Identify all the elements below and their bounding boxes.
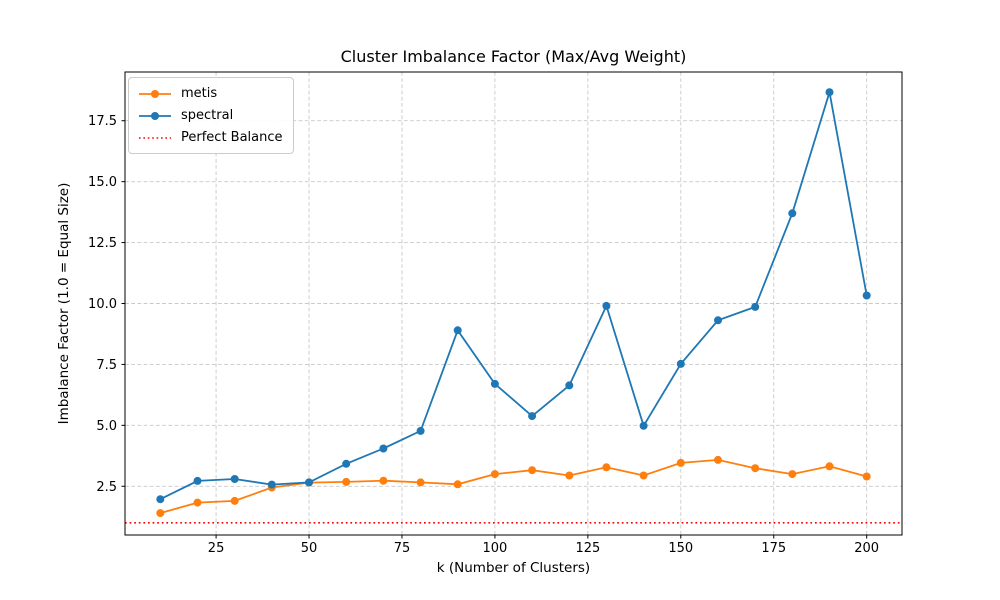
- tick-marks: [121, 120, 868, 539]
- data-point-metis: [751, 464, 760, 473]
- x-tick-labels: 25 50 75 100 125 150 175 200: [208, 541, 879, 556]
- data-point-spectral: [676, 359, 685, 368]
- y-tick-label: 15.0: [88, 175, 117, 190]
- y-tick-label: 10.0: [88, 297, 117, 312]
- spectral-line-marker-icon: [139, 111, 171, 120]
- data-point-spectral: [453, 326, 462, 335]
- x-tick-label: 100: [482, 541, 507, 556]
- data-point-metis: [862, 472, 871, 481]
- data-point-spectral: [342, 459, 351, 468]
- y-tick-label: 17.5: [88, 114, 117, 129]
- data-point-metis: [639, 471, 648, 480]
- legend: metis spectral Perfect Balance: [128, 77, 294, 154]
- data-point-spectral: [862, 291, 871, 300]
- data-point-spectral: [267, 480, 276, 489]
- y-tick-label: 7.5: [96, 358, 117, 373]
- data-point-metis: [490, 470, 499, 479]
- data-point-spectral: [416, 426, 425, 435]
- data-point-spectral: [193, 476, 202, 485]
- data-point-metis: [453, 480, 462, 489]
- legend-item-perfect-balance: Perfect Balance: [137, 127, 283, 148]
- x-tick-label: 25: [208, 541, 225, 556]
- data-point-metis: [528, 466, 537, 475]
- data-point-spectral: [565, 381, 574, 390]
- data-point-spectral: [788, 209, 797, 218]
- x-tick-label: 175: [761, 541, 786, 556]
- y-tick-labels: 2.5 5.0 7.5 10.0 12.5 15.0 17.5: [88, 114, 117, 495]
- data-point-metis: [230, 496, 239, 505]
- data-point-metis: [416, 478, 425, 487]
- y-tick-label: 2.5: [96, 480, 117, 495]
- series-metis: [156, 455, 871, 518]
- legend-item-spectral: spectral: [137, 105, 283, 126]
- y-axis-label: Imbalance Factor (1.0 = Equal Size): [56, 183, 72, 425]
- x-tick-label: 125: [575, 541, 600, 556]
- data-point-spectral: [379, 444, 388, 453]
- data-point-spectral: [714, 316, 722, 325]
- series-spectral: [156, 88, 871, 504]
- data-point-metis: [379, 476, 388, 485]
- x-tick-label: 150: [668, 541, 693, 556]
- data-point-spectral: [230, 475, 239, 483]
- y-tick-label: 5.0: [96, 419, 117, 434]
- legend-label-metis: metis: [181, 86, 218, 101]
- chart-title: Cluster Imbalance Factor (Max/Avg Weight…: [341, 47, 687, 66]
- data-point-metis: [156, 509, 165, 518]
- x-axis-label: k (Number of Clusters): [437, 560, 590, 576]
- legend-label-perfect-balance: Perfect Balance: [181, 130, 283, 145]
- series-line-spectral: [159, 91, 868, 501]
- data-point-spectral: [305, 478, 313, 487]
- y-tick-label: 12.5: [88, 236, 117, 251]
- data-point-spectral: [751, 302, 760, 311]
- data-point-spectral: [156, 495, 165, 504]
- data-point-spectral: [639, 421, 648, 430]
- data-point-spectral: [602, 301, 611, 310]
- data-point-metis: [788, 470, 797, 479]
- data-point-metis: [676, 458, 685, 467]
- dotted-line-icon: [139, 136, 171, 139]
- legend-label-spectral: spectral: [181, 108, 234, 123]
- data-point-metis: [825, 462, 834, 471]
- data-point-spectral: [528, 412, 537, 421]
- data-point-metis: [602, 463, 611, 472]
- x-tick-label: 50: [301, 541, 318, 556]
- data-point-metis: [193, 498, 202, 507]
- series-line-metis: [160, 458, 867, 514]
- x-tick-label: 75: [394, 541, 411, 556]
- data-point-metis: [714, 455, 722, 464]
- data-point-spectral: [825, 88, 834, 97]
- data-point-metis: [342, 477, 351, 486]
- gridlines: [125, 72, 902, 535]
- legend-item-metis: metis: [137, 83, 283, 104]
- metis-line-marker-icon: [139, 89, 171, 98]
- data-point-metis: [565, 471, 574, 480]
- data-point-spectral: [490, 379, 499, 388]
- x-tick-label: 200: [854, 541, 879, 556]
